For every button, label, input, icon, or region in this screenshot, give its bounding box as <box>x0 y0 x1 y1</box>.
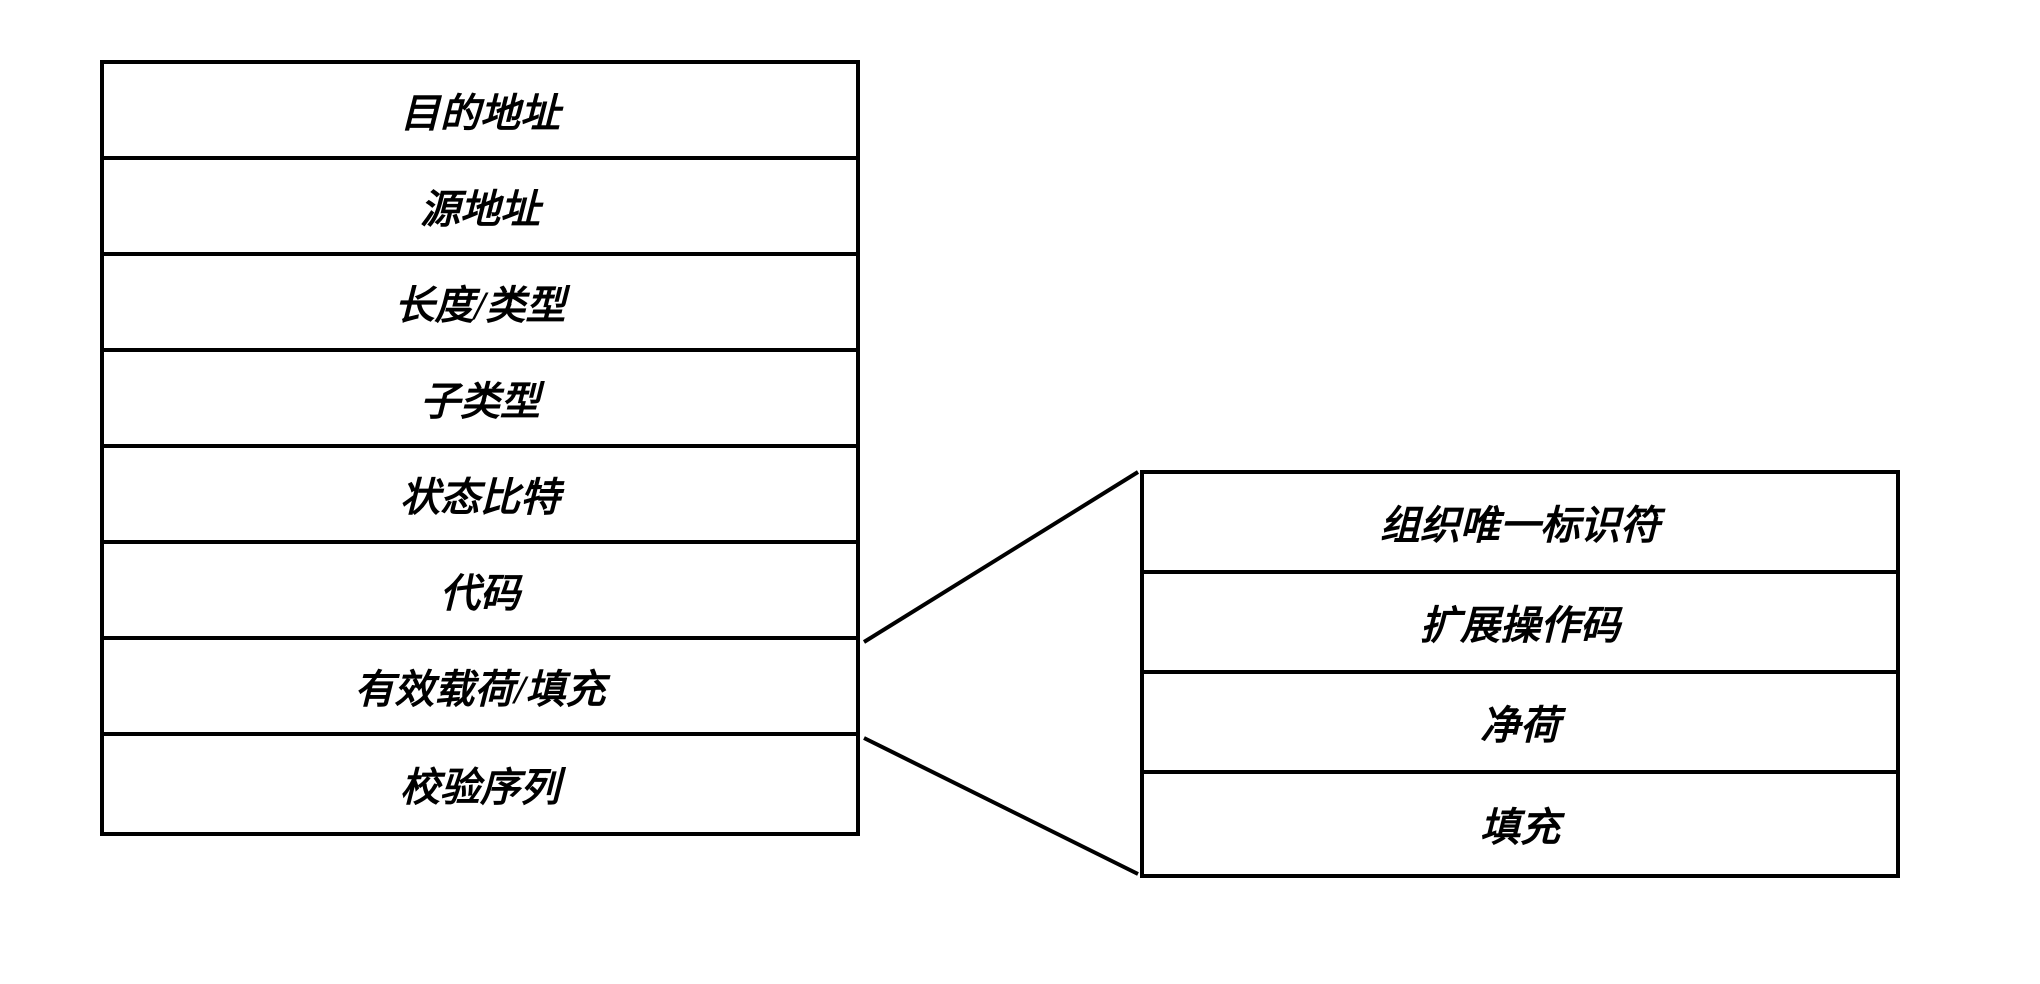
row-label: 长度/类型 <box>394 273 565 331</box>
row-label: 填充 <box>1480 795 1560 853</box>
table-row: 源地址 <box>104 160 856 256</box>
row-label: 校验序列 <box>400 755 560 813</box>
table-row: 填充 <box>1144 774 1896 874</box>
table-row: 子类型 <box>104 352 856 448</box>
table-row: 有效载荷/填充 <box>104 640 856 736</box>
row-label: 扩展操作码 <box>1420 593 1620 651</box>
table-row: 目的地址 <box>104 64 856 160</box>
table-row: 校验序列 <box>104 736 856 832</box>
row-label: 组织唯一标识符 <box>1380 493 1660 551</box>
left-frame-table: 目的地址 源地址 长度/类型 子类型 状态比特 代码 有效载荷/填充 校验序列 <box>100 60 860 836</box>
row-label: 有效载荷/填充 <box>354 657 605 715</box>
row-label: 源地址 <box>420 177 540 235</box>
row-label: 子类型 <box>420 369 540 427</box>
table-row: 状态比特 <box>104 448 856 544</box>
connector-line-bottom <box>864 738 1138 874</box>
table-row: 组织唯一标识符 <box>1144 474 1896 574</box>
table-row: 长度/类型 <box>104 256 856 352</box>
connector-line-top <box>864 472 1138 642</box>
row-label: 目的地址 <box>400 81 560 139</box>
table-row: 代码 <box>104 544 856 640</box>
row-label: 状态比特 <box>400 465 560 523</box>
diagram-container: 目的地址 源地址 长度/类型 子类型 状态比特 代码 有效载荷/填充 校验序列 … <box>40 40 2000 940</box>
row-label: 代码 <box>440 561 520 619</box>
table-row: 净荷 <box>1144 674 1896 774</box>
row-label: 净荷 <box>1480 693 1560 751</box>
right-payload-table: 组织唯一标识符 扩展操作码 净荷 填充 <box>1140 470 1900 878</box>
table-row: 扩展操作码 <box>1144 574 1896 674</box>
